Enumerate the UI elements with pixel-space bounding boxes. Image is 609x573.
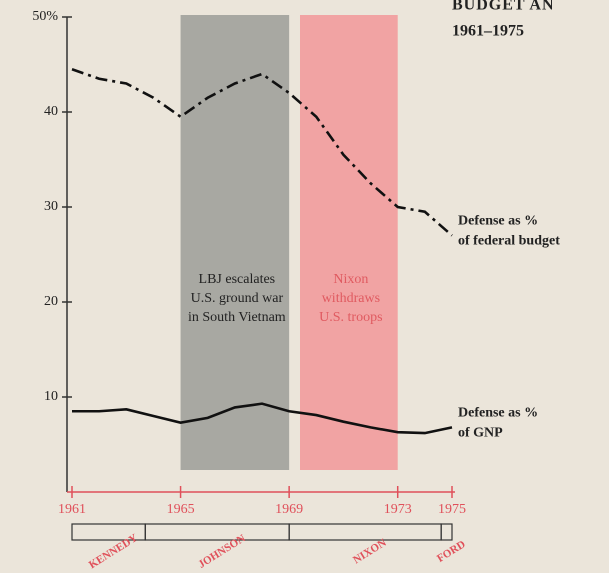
chart-title: BUDGET AN bbox=[452, 0, 555, 14]
chart-subtitle: 1961–1975 bbox=[452, 23, 524, 40]
x-tick-label: 1961 bbox=[58, 502, 86, 517]
president-name: FORD bbox=[435, 538, 468, 565]
president-name: NIXON bbox=[351, 537, 389, 567]
y-tick-label: 50% bbox=[32, 9, 58, 24]
president-name: KENNEDY bbox=[87, 532, 140, 571]
y-tick-label: 30 bbox=[44, 199, 58, 214]
president-term bbox=[288, 523, 442, 541]
series-label: of federal budget bbox=[458, 234, 560, 249]
region-label: LBJ escalates bbox=[199, 272, 276, 287]
region-label: Nixon bbox=[333, 272, 368, 287]
x-tick-label: 1969 bbox=[275, 502, 303, 517]
y-tick-label: 40 bbox=[44, 104, 58, 119]
president-term bbox=[440, 523, 453, 541]
data-line bbox=[72, 402, 453, 435]
president-term bbox=[144, 523, 290, 541]
shaded-region bbox=[180, 15, 290, 470]
series-label: of GNP bbox=[458, 426, 503, 441]
y-tick-label: 20 bbox=[44, 294, 58, 309]
x-tick-label: 1973 bbox=[384, 502, 412, 517]
region-label: U.S. troops bbox=[319, 310, 382, 325]
series-label: Defense as % bbox=[458, 406, 538, 421]
x-tick-label: 1975 bbox=[438, 502, 466, 517]
region-label: U.S. ground war bbox=[191, 291, 284, 306]
president-name: JOHNSON bbox=[196, 532, 248, 570]
region-label: in South Vietnam bbox=[188, 310, 286, 325]
series-label: Defense as % bbox=[458, 214, 538, 229]
x-tick-label: 1965 bbox=[167, 502, 195, 517]
y-tick-label: 10 bbox=[44, 389, 58, 404]
shaded-region bbox=[300, 15, 398, 470]
region-label: withdraws bbox=[322, 291, 380, 306]
